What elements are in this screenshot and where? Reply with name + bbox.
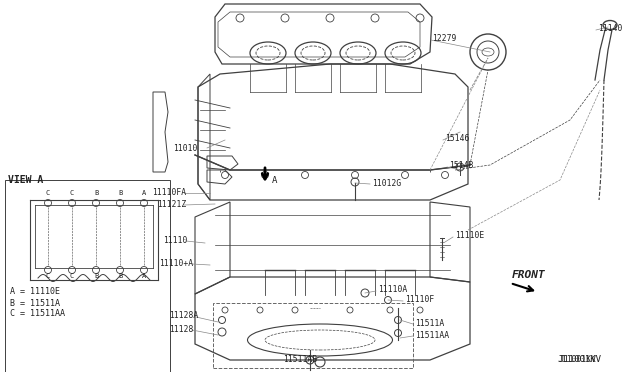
- Text: J11001KV: J11001KV: [558, 355, 601, 364]
- Text: 11010: 11010: [173, 144, 197, 153]
- Text: 11110A: 11110A: [378, 285, 407, 295]
- Bar: [213, 303, 413, 368]
- Text: 11128: 11128: [168, 324, 193, 334]
- Text: 11511AA: 11511AA: [415, 330, 449, 340]
- Text: A: A: [142, 190, 146, 196]
- Text: A = 11110E: A = 11110E: [10, 288, 60, 296]
- Text: C: C: [70, 273, 74, 279]
- Text: B = 11511A: B = 11511A: [10, 298, 60, 308]
- Text: 15146: 15146: [445, 134, 469, 142]
- Text: C: C: [46, 273, 50, 279]
- Text: J11001KV: J11001KV: [558, 356, 597, 365]
- Text: VIEW A: VIEW A: [8, 175, 44, 185]
- Text: B: B: [94, 190, 98, 196]
- Text: C: C: [70, 190, 74, 196]
- Text: 11110FA: 11110FA: [152, 187, 186, 196]
- Text: C = 11511AA: C = 11511AA: [10, 310, 65, 318]
- Text: A: A: [142, 273, 146, 279]
- Text: 12279: 12279: [432, 33, 456, 42]
- Text: 1514B: 1514B: [449, 160, 474, 170]
- Text: 11128A: 11128A: [169, 311, 198, 321]
- Text: A: A: [272, 176, 277, 185]
- Text: 11121Z: 11121Z: [157, 199, 186, 208]
- Text: B: B: [94, 273, 98, 279]
- Text: B: B: [118, 190, 122, 196]
- Text: 11511AB: 11511AB: [283, 356, 317, 365]
- Text: 11110: 11110: [163, 235, 187, 244]
- Text: FRONT: FRONT: [512, 270, 546, 280]
- Text: 11110E: 11110E: [455, 231, 484, 240]
- Text: 11511A: 11511A: [415, 318, 444, 327]
- Bar: [5, 180, 170, 372]
- Text: 11110F: 11110F: [405, 295, 435, 305]
- Text: 11110+A: 11110+A: [159, 259, 193, 267]
- Text: 11012G: 11012G: [372, 179, 401, 187]
- Text: 11140: 11140: [598, 23, 622, 32]
- Text: B: B: [118, 273, 122, 279]
- Text: C: C: [46, 190, 50, 196]
